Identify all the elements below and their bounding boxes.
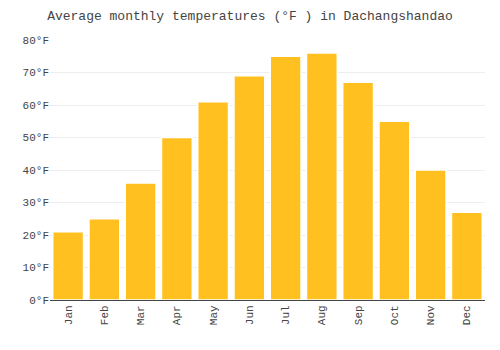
svg-text:10°F: 10°F — [23, 262, 49, 274]
svg-text:20°F: 20°F — [23, 230, 49, 242]
svg-text:Dec: Dec — [461, 305, 473, 325]
svg-text:Oct: Oct — [389, 305, 401, 325]
svg-text:40°F: 40°F — [23, 165, 49, 177]
svg-text:Nov: Nov — [425, 305, 437, 325]
svg-text:0°F: 0°F — [29, 295, 49, 307]
svg-text:30°F: 30°F — [23, 197, 49, 209]
svg-text:70°F: 70°F — [23, 67, 49, 79]
svg-text:Aug: Aug — [316, 305, 328, 325]
svg-text:60°F: 60°F — [23, 100, 49, 112]
svg-text:80°F: 80°F — [23, 35, 49, 47]
svg-text:Feb: Feb — [99, 305, 111, 325]
svg-text:Average monthly temperatures (: Average monthly temperatures (°F ) in Da… — [47, 9, 453, 24]
svg-text:Jul: Jul — [280, 305, 292, 325]
svg-text:Apr: Apr — [171, 305, 183, 325]
svg-text:Jun: Jun — [244, 305, 256, 325]
svg-text:Sep: Sep — [353, 305, 365, 325]
svg-text:50°F: 50°F — [23, 132, 49, 144]
svg-text:Jan: Jan — [63, 305, 75, 325]
svg-text:May: May — [208, 305, 220, 325]
svg-text:Mar: Mar — [135, 305, 147, 325]
